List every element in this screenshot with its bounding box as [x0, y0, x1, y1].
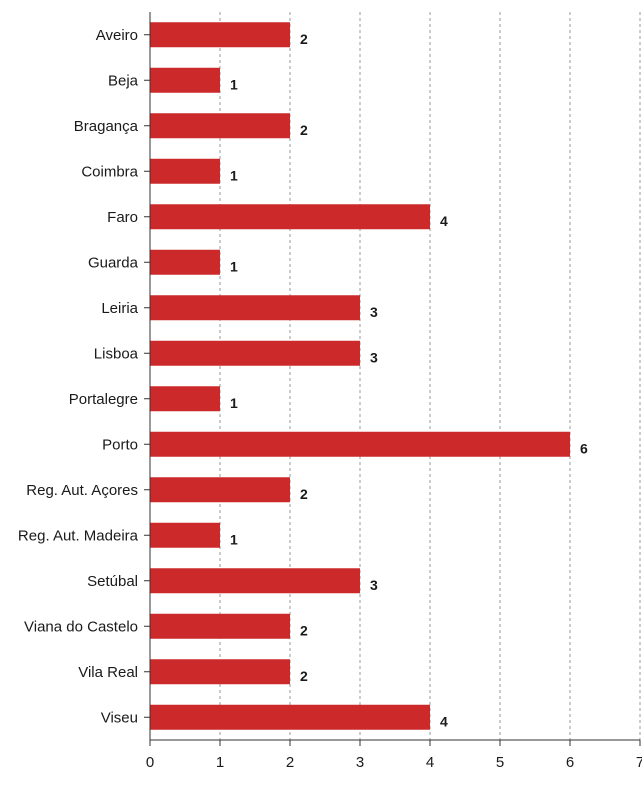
bar — [150, 22, 290, 48]
category-label: Viseu — [101, 709, 138, 726]
category-label: Reg. Aut. Madeira — [18, 527, 139, 544]
category-label: Porto — [102, 436, 138, 453]
bar — [150, 158, 220, 184]
bar — [150, 477, 290, 503]
x-tick-label: 2 — [286, 754, 294, 771]
x-tick-label: 1 — [216, 754, 224, 771]
data-labels: 2 1 2 1 4 1 3 3 1 6 2 1 3 2 2 4 — [230, 31, 588, 730]
bar — [150, 568, 360, 594]
data-label: 1 — [230, 76, 238, 92]
data-label: 2 — [300, 486, 308, 502]
data-label: 1 — [230, 531, 238, 547]
category-label: Faro — [107, 209, 138, 226]
bar — [150, 249, 220, 275]
axes: 0 1 2 3 4 5 6 7 — [144, 12, 642, 771]
data-label: 1 — [230, 395, 238, 411]
bar — [150, 295, 360, 321]
category-label: Beja — [108, 72, 139, 89]
category-label: Reg. Aut. Açores — [26, 482, 138, 499]
category-label: Coimbra — [81, 163, 138, 180]
x-tick-label: 3 — [356, 754, 364, 771]
category-label: Aveiro — [96, 27, 138, 44]
data-label: 4 — [440, 713, 448, 729]
bar — [150, 386, 220, 412]
bar — [150, 613, 290, 639]
category-label: Portalegre — [69, 391, 138, 408]
category-label: Vila Real — [78, 664, 138, 681]
data-label: 2 — [300, 122, 308, 138]
category-label: Leiria — [101, 300, 138, 317]
bars — [150, 22, 570, 730]
category-label: Setúbal — [87, 573, 138, 590]
data-label: 4 — [440, 213, 448, 229]
data-label: 1 — [230, 167, 238, 183]
category-labels: Aveiro Beja Bragança Coimbra Faro Guarda Leiri… — [18, 27, 139, 727]
x-tick-label: 6 — [566, 754, 574, 771]
data-label: 6 — [580, 440, 588, 456]
bar — [150, 704, 430, 730]
data-label: 3 — [370, 577, 378, 593]
bar — [150, 67, 220, 93]
x-tick-label: 0 — [146, 754, 154, 771]
data-label: 3 — [370, 349, 378, 365]
data-label: 2 — [300, 622, 308, 638]
bar — [150, 340, 360, 366]
bar — [150, 522, 220, 548]
category-label: Viana do Castelo — [24, 618, 138, 635]
bar — [150, 204, 430, 230]
x-tick-label: 5 — [496, 754, 504, 771]
x-tick-label: 7 — [636, 754, 642, 771]
category-label: Guarda — [88, 254, 139, 271]
x-tick-label: 4 — [426, 754, 434, 771]
bar — [150, 431, 570, 457]
category-label: Bragança — [74, 118, 139, 135]
bar — [150, 659, 290, 685]
data-label: 3 — [370, 304, 378, 320]
category-label: Lisboa — [94, 345, 139, 362]
data-label: 2 — [300, 668, 308, 684]
bar — [150, 113, 290, 139]
data-label: 2 — [300, 31, 308, 47]
data-label: 1 — [230, 258, 238, 274]
